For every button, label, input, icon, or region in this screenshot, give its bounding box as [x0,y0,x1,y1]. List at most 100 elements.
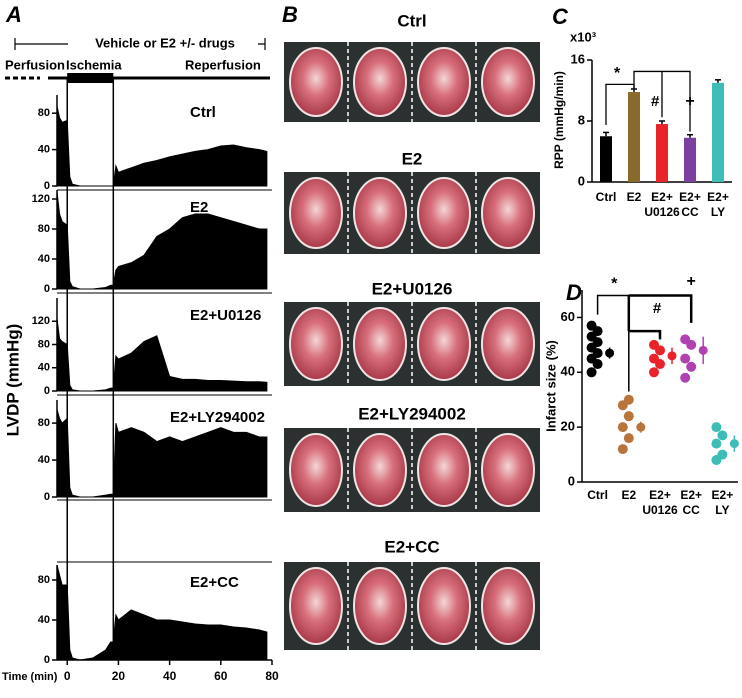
annotation: * [611,276,618,293]
heart-slice [417,567,471,645]
y-tick-label: 0 [44,180,50,192]
x-tick-label: E2 [627,190,642,204]
y-tick-label: 0 [44,283,50,295]
data-point [717,449,728,460]
panel-label: C [552,4,569,29]
y-tick-label: 80 [38,417,50,429]
annotation: + [685,93,694,110]
y-tick-label: 40 [38,253,50,265]
data-point [649,339,659,350]
heart-slice [481,567,535,645]
y-tick-label: 60 [561,309,575,324]
x-tick-label: LY [711,205,725,219]
x-tick-label: LY [715,503,729,517]
x-tick-label: E2 [621,488,636,502]
heart-slice [353,433,407,507]
heart-slice [481,47,535,117]
trace-label: E2+CC [190,574,239,591]
condition-label: Ctrl [397,11,426,30]
heart-slice [353,177,407,249]
y-tick-label: 40 [38,144,50,156]
x-tick-label: 80 [265,669,279,683]
mean-point [729,439,739,449]
mean-point [636,422,646,432]
protocol-label: Reperfusion [185,57,261,72]
y-axis-label: Infarct size (%) [543,340,558,432]
heart-slice [417,307,471,381]
data-point [623,411,634,422]
bar [656,124,668,182]
lvdp-trace [56,564,268,661]
panel-label: D [566,280,582,305]
annotation: # [651,93,660,110]
annotation: * [614,65,621,82]
bracket [628,294,693,323]
data-point [680,334,691,345]
data-point [649,367,659,378]
unit-label: x10³ [570,29,597,44]
x-tick-label: E2+ [679,190,701,204]
heart-slice [289,433,343,507]
y-tick-label: 40 [38,454,50,466]
y-tick-label: 40 [561,364,575,379]
bracket [633,70,691,132]
lvdp-trace [56,191,268,290]
y-axis-label: RPP (mmHg/min) [552,71,566,169]
bracket [628,329,662,340]
x-tick-label: E2+ [707,190,729,204]
x-tick-label: U0126 [644,205,680,219]
x-tick-label: E2+ [651,190,673,204]
drug-label-bg [68,35,258,53]
bar [628,92,640,182]
x-tick-label: E2+ [712,488,734,502]
y-tick-label: 0 [44,491,50,503]
data-point [680,372,691,383]
condition-label: E2+LY294002 [358,404,466,423]
x-tick-label: 60 [214,669,228,683]
heart-slice [417,177,471,249]
y-tick-label: 0 [578,173,585,188]
heart-slice [289,567,343,645]
data-point [617,444,628,455]
y-tick-label: 80 [38,107,50,119]
y-tick-label: 40 [38,614,50,626]
y-tick-label: 20 [561,419,575,434]
data-point [623,433,634,444]
lvdp-trace [56,105,268,187]
protocol-label: Ischemia [66,57,122,72]
data-point [649,353,659,364]
panel-label: A [5,2,22,27]
x-tick-label: Ctrl [596,190,617,204]
heart-slice [289,307,343,381]
x-tick-label: Ctrl [587,488,608,502]
data-point [586,367,597,378]
annotation: # [653,300,662,317]
mean-point [605,348,615,358]
x-tick-label: CC [681,205,699,219]
x-tick-label: 0 [64,669,71,683]
x-tick-label: E2+ [649,488,671,502]
y-tick-label: 16 [571,51,585,66]
data-point [717,430,728,441]
trace-label: Ctrl [190,104,216,121]
x-tick-label: 40 [163,669,177,683]
mean-point [698,345,708,355]
trace-label: E2 [190,199,208,216]
condition-label: E2+CC [384,537,439,556]
heart-slice [481,177,535,249]
ischemia-bar [67,73,114,83]
y-tick-label: 40 [38,362,50,374]
heart-slice [417,433,471,507]
x-tick-label: CC [683,503,701,517]
heart-slice [353,567,407,645]
y-tick-label: 120 [32,193,50,205]
lvdp-trace [56,318,268,392]
data-point [680,353,691,364]
condition-label: E2+U0126 [372,279,453,298]
y-tick-label: 80 [38,338,50,350]
heart-slice [289,177,343,249]
annotation: + [687,273,696,290]
data-point [711,422,722,433]
trace-label: E2+LY294002 [170,409,265,426]
y-tick-label: 120 [32,315,50,327]
